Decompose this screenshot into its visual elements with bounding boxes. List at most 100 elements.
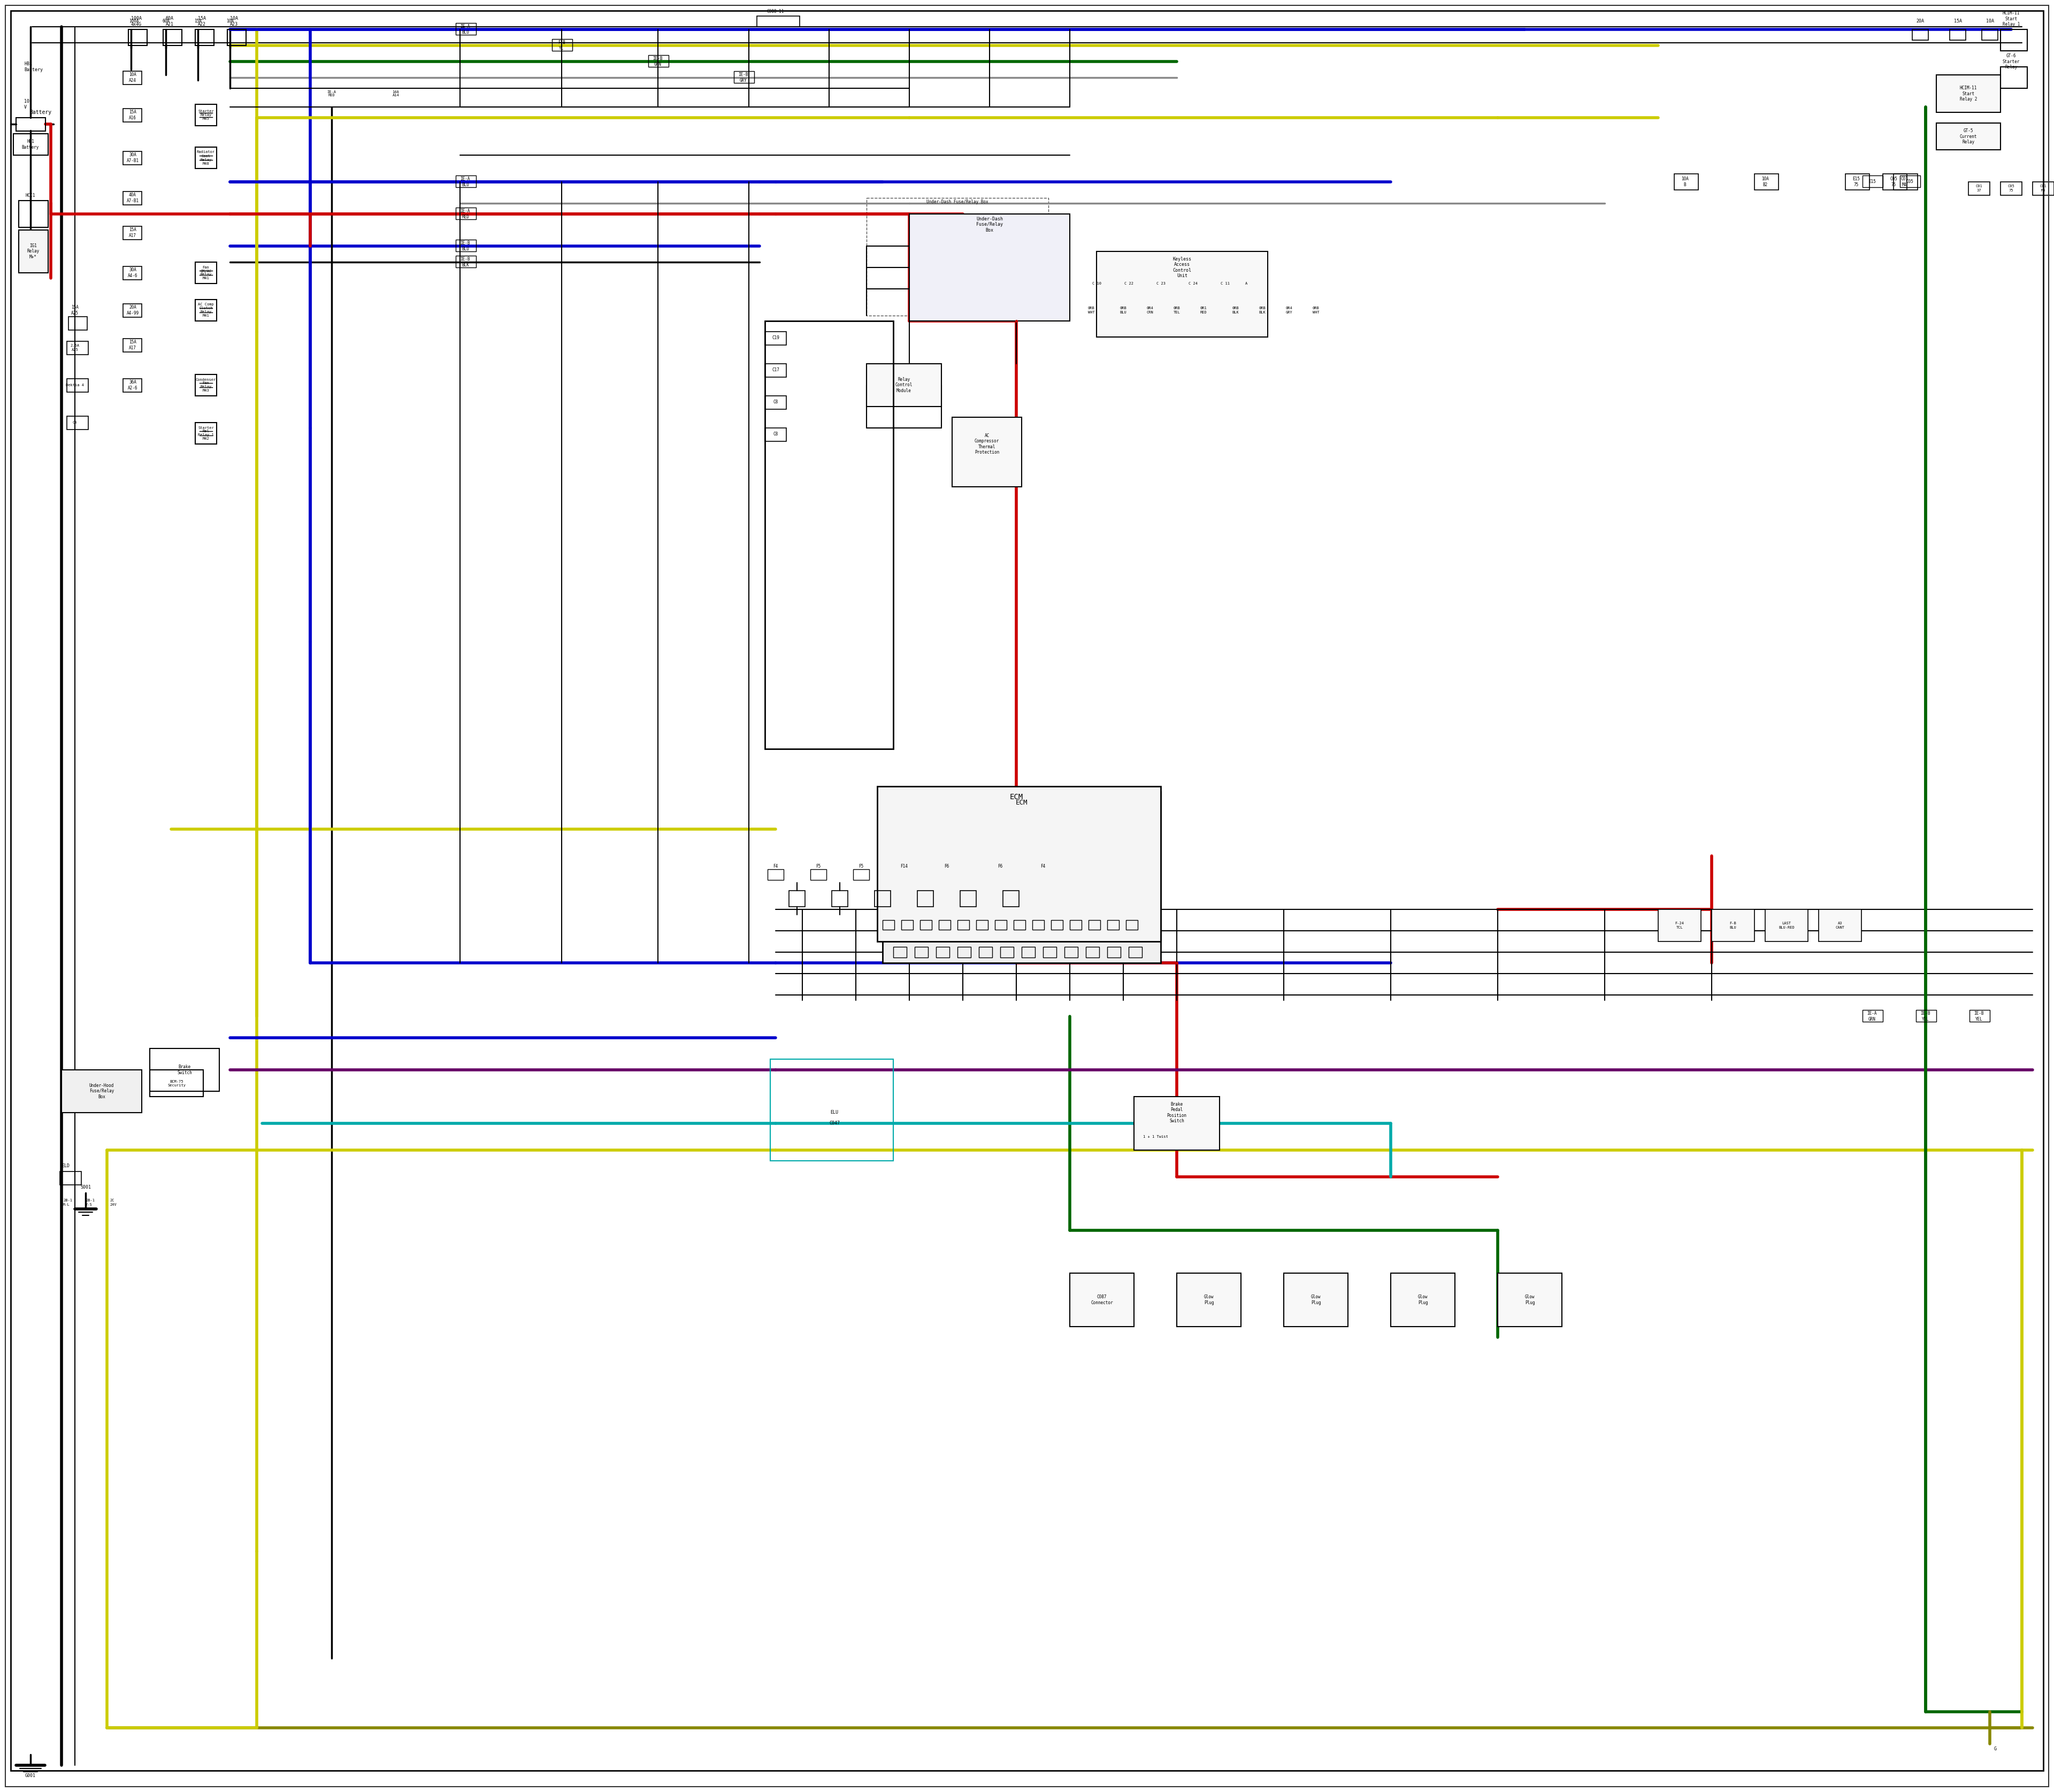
Text: 15A: 15A [1953,20,1962,23]
Bar [896,869,912,880]
Bar [1043,946,1056,957]
Bar [2001,66,2027,88]
Bar [195,262,216,283]
Bar [957,919,969,930]
Text: IE-A
GRN: IE-A GRN [1867,1011,1877,1021]
Text: IG1
Relay
M+*: IG1 Relay M+* [27,244,39,260]
Bar [920,919,933,930]
Text: A3
CANT: A3 CANT [1836,921,1844,928]
Bar [195,375,216,396]
Text: 15A
A16: 15A A16 [129,109,136,120]
Text: Battery: Battery [29,109,51,115]
Bar [1844,174,1869,190]
Text: 15A
A25: 15A A25 [72,305,78,315]
Bar [1894,174,1918,190]
Text: 36A
A2-6: 36A A2-6 [127,380,138,391]
Text: 10A
B: 10A B [1682,177,1688,186]
Bar [1035,869,1052,880]
Text: Glow
Plug: Glow Plug [1524,1294,1534,1305]
Bar [976,919,988,930]
Text: 15A
A17: 15A A17 [129,340,136,349]
Text: ELD: ELD [62,1163,70,1168]
Text: 100A: 100A [129,20,140,23]
Text: 14A
A14: 14A A14 [392,90,398,97]
Bar [1884,174,1906,190]
Bar [1107,919,1119,930]
Text: C17: C17 [772,367,778,373]
Bar [68,317,86,330]
Text: 15A
A22: 15A A22 [197,16,205,27]
Bar [1013,919,1025,930]
Text: C05
75: C05 75 [2009,185,2015,192]
Bar [939,919,951,930]
Bar [764,396,787,409]
Bar [852,869,869,880]
Text: HCIM-11
Start
Relay 1: HCIM-11 Start Relay 1 [2003,11,2019,27]
Text: 0R1
RED: 0R1 RED [1200,306,1208,314]
Bar [918,891,933,907]
Bar [877,787,1161,941]
Bar [937,946,949,957]
Bar [764,364,787,376]
Bar [1128,946,1142,957]
Bar [1949,29,1966,39]
Text: 15A: 15A [195,20,201,23]
Text: 10A: 10A [1986,20,1994,23]
Text: F6: F6 [998,864,1002,869]
Text: 0RB
BLU: 0RB BLU [1119,306,1128,314]
Bar [1937,75,2001,113]
Text: F5: F5 [815,864,822,869]
Bar [992,869,1009,880]
Bar [123,339,142,351]
Text: HB1
Battery: HB1 Battery [25,61,43,72]
Bar [123,109,142,122]
Text: C01
M4: C01 M4 [1900,177,1908,186]
Bar [1658,909,1701,941]
Text: C01
37: C01 37 [1976,185,1982,192]
Bar [456,176,477,186]
Text: Under-Dash Fuse/Relay Box: Under-Dash Fuse/Relay Box [926,199,988,204]
Text: F-24
TCL: F-24 TCL [1674,921,1684,928]
Text: F5: F5 [859,864,863,869]
Text: Brake
Switch: Brake Switch [177,1064,191,1075]
Text: Starter
Rel
Relay 1
M42: Starter Rel Relay 1 M42 [197,426,214,441]
Text: HCI1: HCI1 [25,194,35,197]
Bar [68,378,88,392]
Bar [123,72,142,84]
Bar [195,423,216,444]
Bar [768,869,785,880]
Text: 0RB
WHT: 0RB WHT [1313,306,1319,314]
Text: C8: C8 [772,400,778,405]
Bar [1818,909,1861,941]
Text: IE-B
BLU: IE-B BLU [460,240,470,251]
Text: IE-B
GRN: IE-B GRN [653,56,663,66]
Bar [867,197,1048,315]
Text: C 23: C 23 [1156,281,1165,285]
Text: F4: F4 [772,864,778,869]
Text: Under-Dash
Fuse/Relay
Box: Under-Dash Fuse/Relay Box [976,217,1002,233]
Text: Condenser
Fan
Relay
M43: Condenser Fan Relay M43 [195,378,216,392]
Text: F14: F14 [900,864,908,869]
Text: C01
M4: C01 M4 [2040,185,2046,192]
Bar [68,416,88,430]
Text: IE-A
RED: IE-A RED [460,210,470,219]
Bar [883,792,1161,962]
Bar [1064,946,1078,957]
Text: C087
Connector: C087 Connector [1091,1294,1113,1305]
Bar [764,332,787,346]
Text: 0R4
GRY: 0R4 GRY [1286,306,1292,314]
Text: Radiator
Cool
Relay
M48: Radiator Cool Relay M48 [197,151,216,165]
Bar [770,1059,893,1161]
Text: LAST
BLU-RED: LAST BLU-RED [1779,921,1795,928]
Bar [456,240,477,251]
Bar [994,919,1006,930]
Bar [150,1048,220,1091]
Text: 60A
A21: 60A A21 [166,16,175,27]
Bar [902,919,914,930]
Text: 10A
A23: 10A A23 [230,16,238,27]
Text: 2.5A
A25: 2.5A A25 [70,344,80,351]
Text: C 24: C 24 [1189,281,1197,285]
Text: 2B-1
Y-S: 2B-1 Y-S [86,1199,94,1206]
Bar [1900,176,1920,186]
Bar [1916,1011,1937,1021]
